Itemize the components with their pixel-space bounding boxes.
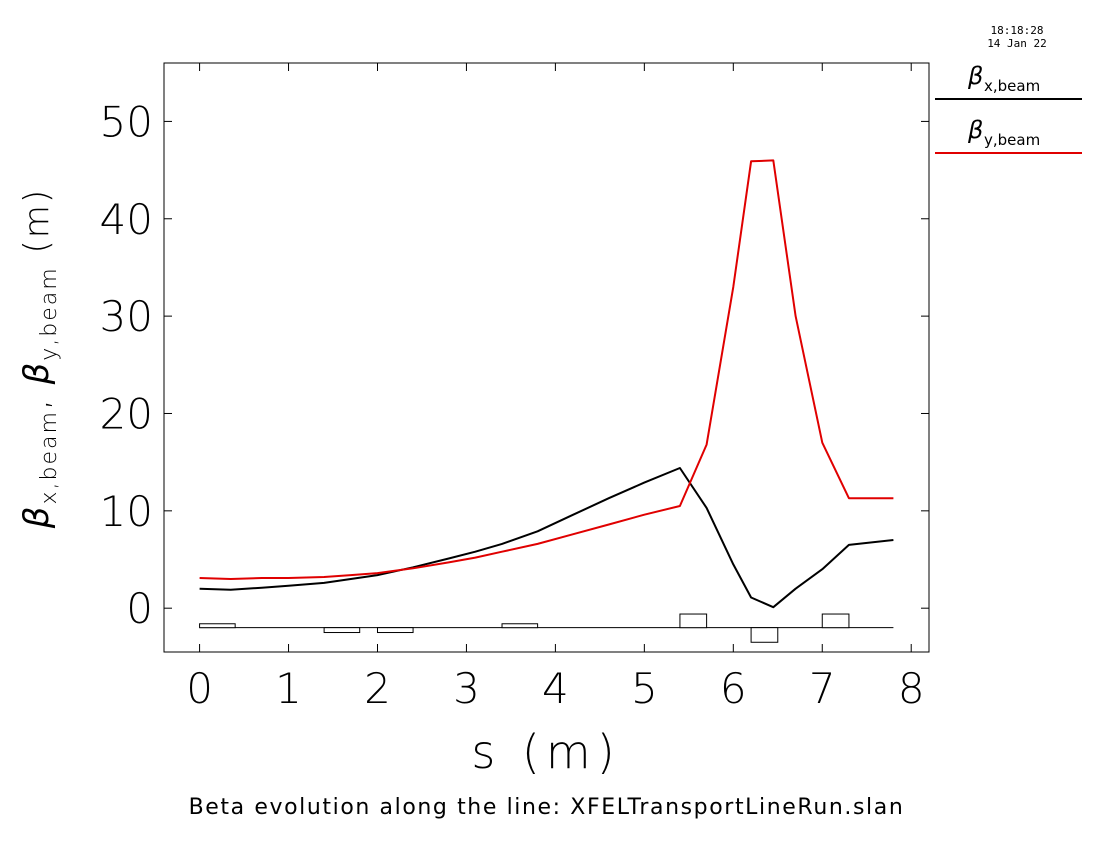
x-tick-label: 6 xyxy=(720,664,747,713)
legend-entry-beta-x: β x,beam xyxy=(935,62,1082,100)
chart-caption: Beta evolution along the line: XFELTrans… xyxy=(188,795,905,820)
x-tick-label: 4 xyxy=(542,664,569,713)
x-tick-label: 5 xyxy=(631,664,658,713)
series-line-beta-x xyxy=(199,467,894,609)
x-tick-label: 8 xyxy=(898,664,925,713)
svg-text:βx,beam, βy,beam (m): βx,beam, βy,beam (m) xyxy=(17,188,62,529)
x-tick-label: 7 xyxy=(809,664,836,713)
y-axis-label-beta-y: β xyxy=(17,361,57,386)
y-axis-label-separator: , xyxy=(17,384,57,410)
y-tick-label: 10 xyxy=(100,487,153,536)
lattice-element xyxy=(750,627,779,643)
lattice-element xyxy=(679,613,708,629)
lattice-element xyxy=(821,613,850,629)
series-lines xyxy=(199,159,894,609)
x-axis-label: s (m) xyxy=(471,725,620,779)
lattice-elements xyxy=(199,613,894,643)
y-tick-label: 20 xyxy=(100,389,153,438)
x-tick-label: 2 xyxy=(364,664,391,713)
legend-beta-y-subscript: y,beam xyxy=(984,131,1040,149)
lattice-element xyxy=(376,627,414,634)
y-axis-label-beta-y-subscript: y,beam xyxy=(37,266,62,360)
y-tick-label: 0 xyxy=(126,584,153,633)
y-axis-label: βx,beam, βy,beam (m) xyxy=(17,188,62,529)
lattice-element xyxy=(501,623,539,629)
axis-ticks: 0 1 2 3 4 5 6 7 8 0 10 20 30 40 50 xyxy=(100,63,929,713)
y-tick-label: 30 xyxy=(100,292,153,341)
timestamp-date: 14 Jan 22 xyxy=(987,37,1047,50)
y-axis-label-beta-x-subscript: x,beam xyxy=(37,410,62,504)
y-tick-label: 40 xyxy=(100,195,153,244)
lattice-element xyxy=(199,623,236,629)
series-line-beta-y xyxy=(199,159,894,580)
timestamp-time: 18:18:28 xyxy=(990,24,1044,37)
legend-beta-x-symbol: β xyxy=(967,62,983,90)
legend-beta-y-symbol: β xyxy=(967,116,983,144)
legend-beta-x-subscript: x,beam xyxy=(984,77,1040,95)
x-tick-label: 1 xyxy=(275,664,302,713)
plot-frame xyxy=(163,62,930,653)
x-tick-label: 3 xyxy=(453,664,480,713)
lattice-element xyxy=(323,627,361,634)
legend: β x,beam β y,beam xyxy=(935,62,1082,154)
y-axis-label-unit: (m) xyxy=(17,188,57,266)
y-axis-label-beta-x: β xyxy=(17,504,57,529)
y-tick-label: 50 xyxy=(100,97,153,146)
x-tick-label: 0 xyxy=(186,664,213,713)
legend-entry-beta-y: β y,beam xyxy=(935,116,1082,154)
